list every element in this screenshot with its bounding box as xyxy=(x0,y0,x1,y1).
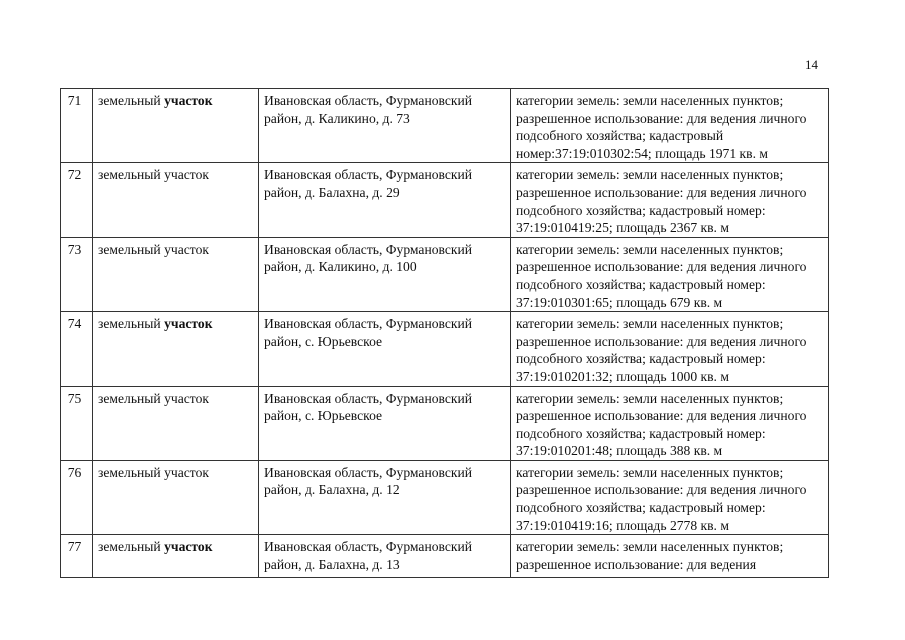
table-row: 75 земельный участок Ивановская область, Ф… xyxy=(60,385,829,461)
object-type-word: участок xyxy=(164,316,213,332)
row-number: 75 xyxy=(60,385,93,461)
land-details: категории земель: земли населенных пункт… xyxy=(510,311,829,387)
row-number: 76 xyxy=(60,459,93,536)
address: Ивановская область, Фурмановский район, … xyxy=(258,534,511,579)
address: Ивановская область, Фурмановский район, … xyxy=(258,87,511,164)
object-type: земельный участок xyxy=(92,162,259,238)
object-type: земельный участок xyxy=(92,459,259,536)
object-type: земельный участок xyxy=(92,385,259,461)
table-row: 72 земельный участок Ивановская область, Ф… xyxy=(60,162,829,238)
address: Ивановская область, Фурмановский район, … xyxy=(258,385,511,461)
object-type-word: земельный xyxy=(98,464,165,480)
land-details: категории земель: земли населенных пункт… xyxy=(510,87,829,164)
object-type-word: участок xyxy=(164,93,213,108)
object-type: земельный участок xyxy=(92,236,259,313)
object-type-word: земельный xyxy=(98,167,165,183)
address: Ивановская область, Фурмановский район, … xyxy=(258,236,511,313)
land-details: категории земель: земли населенных пункт… xyxy=(510,162,829,238)
object-type-word: участок xyxy=(164,167,209,183)
object-type-word: земельный xyxy=(98,539,165,555)
table-row: 76 земельный участок Ивановская область, Ф… xyxy=(60,459,829,536)
object-type-word: участок xyxy=(164,539,213,555)
object-type-word: участок xyxy=(164,241,209,257)
object-type: земельный участок xyxy=(92,534,259,579)
row-number: 77 xyxy=(60,534,93,579)
address: Ивановская область, Фурмановский район, … xyxy=(258,459,511,536)
row-number: 74 xyxy=(60,311,93,387)
property-table: 71 земельный участок Ивановская область, Ф… xyxy=(60,87,829,579)
land-details: категории земель: земли населенных пункт… xyxy=(510,534,829,579)
object-type-word: земельный xyxy=(98,316,165,332)
address: Ивановская область, Фурмановский район, … xyxy=(258,311,511,387)
row-number: 73 xyxy=(60,236,93,313)
address: Ивановская область, Фурмановский район, … xyxy=(258,162,511,238)
object-type-word: участок xyxy=(164,464,209,480)
page-number: 14 xyxy=(805,57,818,72)
table-row: 73 земельный участок Ивановская область, Ф… xyxy=(60,236,829,313)
land-details: категории земель: земли населенных пункт… xyxy=(510,459,829,536)
object-type-word: земельный xyxy=(98,93,165,108)
table-row: 74 земельный участок Ивановская область, Ф… xyxy=(60,311,829,387)
row-number: 71 xyxy=(60,87,93,164)
object-type-word: участок xyxy=(164,390,209,406)
object-type: земельный участок xyxy=(92,87,259,164)
table-row: 71 земельный участок Ивановская область, Ф… xyxy=(60,87,829,164)
row-number: 72 xyxy=(60,162,93,238)
object-type-word: земельный xyxy=(98,390,165,406)
land-details: категории земель: земли населенных пункт… xyxy=(510,385,829,461)
object-type-word: земельный xyxy=(98,241,165,257)
table-row: 77 земельный участок Ивановская область, Ф… xyxy=(60,534,829,579)
land-details: категории земель: земли населенных пункт… xyxy=(510,236,829,313)
object-type: земельный участок xyxy=(92,311,259,387)
